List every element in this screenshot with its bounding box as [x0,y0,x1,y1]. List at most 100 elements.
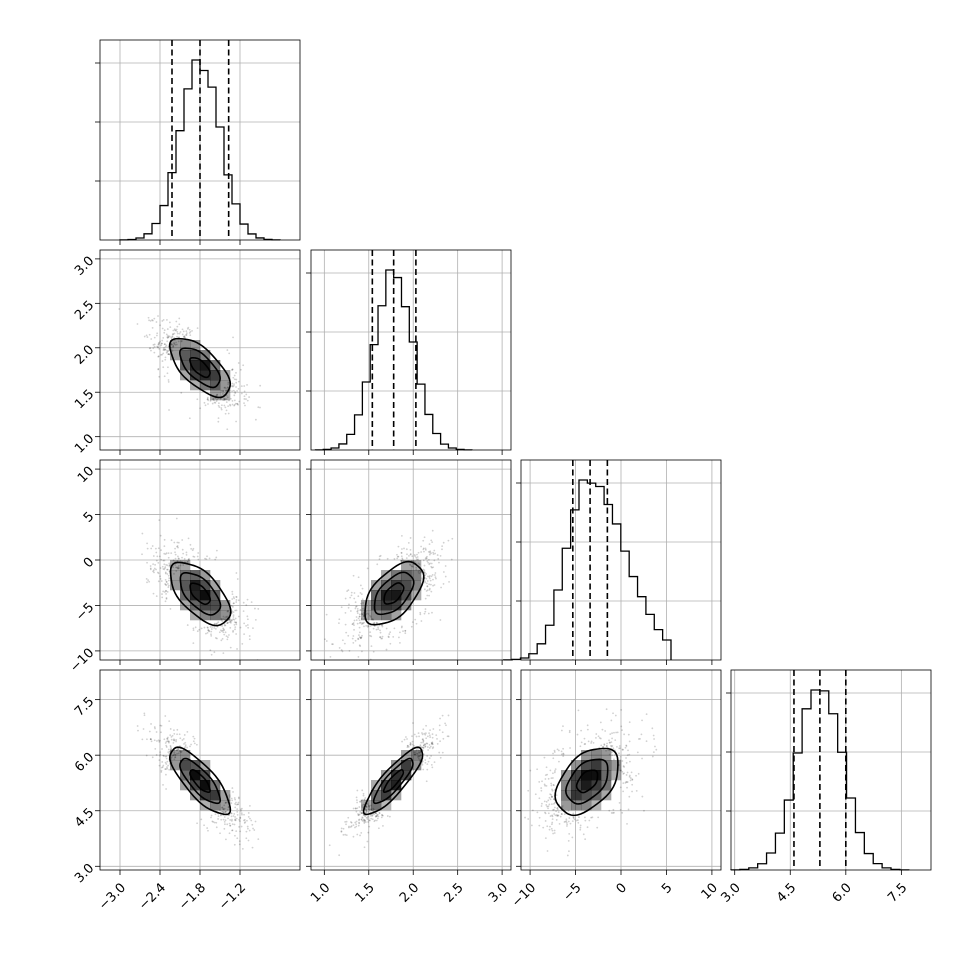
pair-0-2-point [185,553,188,556]
pair-1-2-point [378,558,381,561]
pair-0-2-point [154,563,156,566]
pair-2-3-point [614,739,617,742]
pair-1-3-point [368,808,370,811]
pair-1-3-point [362,803,365,806]
xtick-label-3-3: 7.5 [885,880,910,905]
pair-0-2-point [157,572,160,575]
pair-2-3-point [595,736,597,739]
pair-0-1-point [207,399,210,402]
pair-1-3-point [355,823,358,826]
pair-1-3-point [364,797,367,799]
pair-0-2-point [165,597,168,599]
pair-1-2-point [371,618,374,621]
pair-0-3-point [178,733,181,736]
pair-2-3-point [538,797,541,800]
pair-2-3-point [619,755,622,758]
pair-0-1-point [227,381,230,384]
pair-1-2-point [347,606,350,609]
pair-2-3-point [568,850,570,853]
pair-0-2-point [164,583,166,585]
pair-2-3-point [560,729,563,732]
pair-0-1-point [151,319,153,321]
pair-1-2-point [359,621,362,624]
pair-0-2-point [250,601,253,604]
pair-0-1-point [227,405,230,408]
xtick-label-0-3: −1.2 [216,880,249,913]
pair-1-2-point [363,625,365,628]
pair-0-2-point [167,556,170,559]
pair-1-2-point [420,620,423,622]
pair-0-1-point [203,401,206,404]
pair-0-1-point [178,317,181,320]
pair-1-2-point [399,631,401,634]
pair-0-2-point [181,556,183,559]
pair-2-3-point [531,809,534,812]
pair-1-3-point [382,814,384,817]
pair-0-1-point [217,404,220,407]
pair-1-2-point [410,625,413,628]
pair-1-3-point [419,744,422,747]
pair-1-2-point [372,663,374,665]
pair-1-2-point [424,557,427,560]
pair-0-2-point [232,605,234,608]
pair-0-2-point [221,637,224,640]
pair-2-3-point [651,727,654,730]
pair-0-2-point [210,633,212,636]
pair-0-1-point [220,408,223,411]
pair-2-3-point [577,709,580,712]
pair-1-3-point [421,732,423,734]
pair-0-2-point [206,626,209,629]
pair-0-2-point [141,553,143,556]
pair-1-2-point [423,571,426,574]
pair-2-3-point [622,790,625,793]
pair-0-2-point [152,570,154,573]
pair-0-2-point [190,547,193,550]
pair-2-3-point [565,818,568,821]
pair-1-2-point [431,611,433,614]
hist-0-steps [119,59,281,241]
pair-0-2-point [167,586,170,589]
pair-2-3-point [544,812,547,815]
pair-0-3-point [244,821,247,823]
pair-1-3-point [370,817,373,820]
pair-2-3-point [599,737,602,740]
hist-panel-0 [95,39,301,245]
pair-0-3-point [247,839,250,842]
pair-2-3-point [611,737,613,740]
pair-1-2-point [379,631,382,634]
pair-0-3-point [170,735,173,738]
pair-1-2-point [414,618,417,621]
pair-0-1-point [157,355,160,358]
pair-1-2-point [355,619,358,622]
pair-0-1-point [146,336,149,338]
pair-2-3-point [542,826,545,829]
pair-0-2-point [232,629,235,632]
pair-1-2-point [430,575,433,578]
pair-0-2-point [164,566,167,568]
pair-0-1-point [167,336,170,338]
pair-0-3-point [251,823,254,826]
pair-1-3-point [375,819,378,822]
pair-1-2-point [400,555,403,558]
pair-0-1-density-cell [180,340,191,351]
pair-1-2-point [416,553,418,556]
pair-0-1-point [226,428,229,431]
pair-1-2-point [357,576,360,579]
pair-2-3-point [541,780,543,783]
pair-1-2-point [430,539,433,542]
pair-0-2-point [254,618,257,621]
pair-0-3-point [150,740,153,743]
pair-2-3-point [552,772,554,775]
pair-0-1-point [173,341,175,344]
pair-1-2-point [430,552,432,555]
pair-1-3-point [365,805,368,808]
pair-1-3-point [424,761,427,764]
pair-0-1-point [171,336,174,339]
pair-1-3-point [355,825,358,828]
pair-1-3-point [386,815,389,817]
pair-0-3-point [234,816,236,818]
pair-0-2-density-cell [200,590,211,601]
pair-1-3-point [354,821,357,824]
pair-2-3-point [555,819,558,821]
pair-1-3-point [342,833,345,836]
